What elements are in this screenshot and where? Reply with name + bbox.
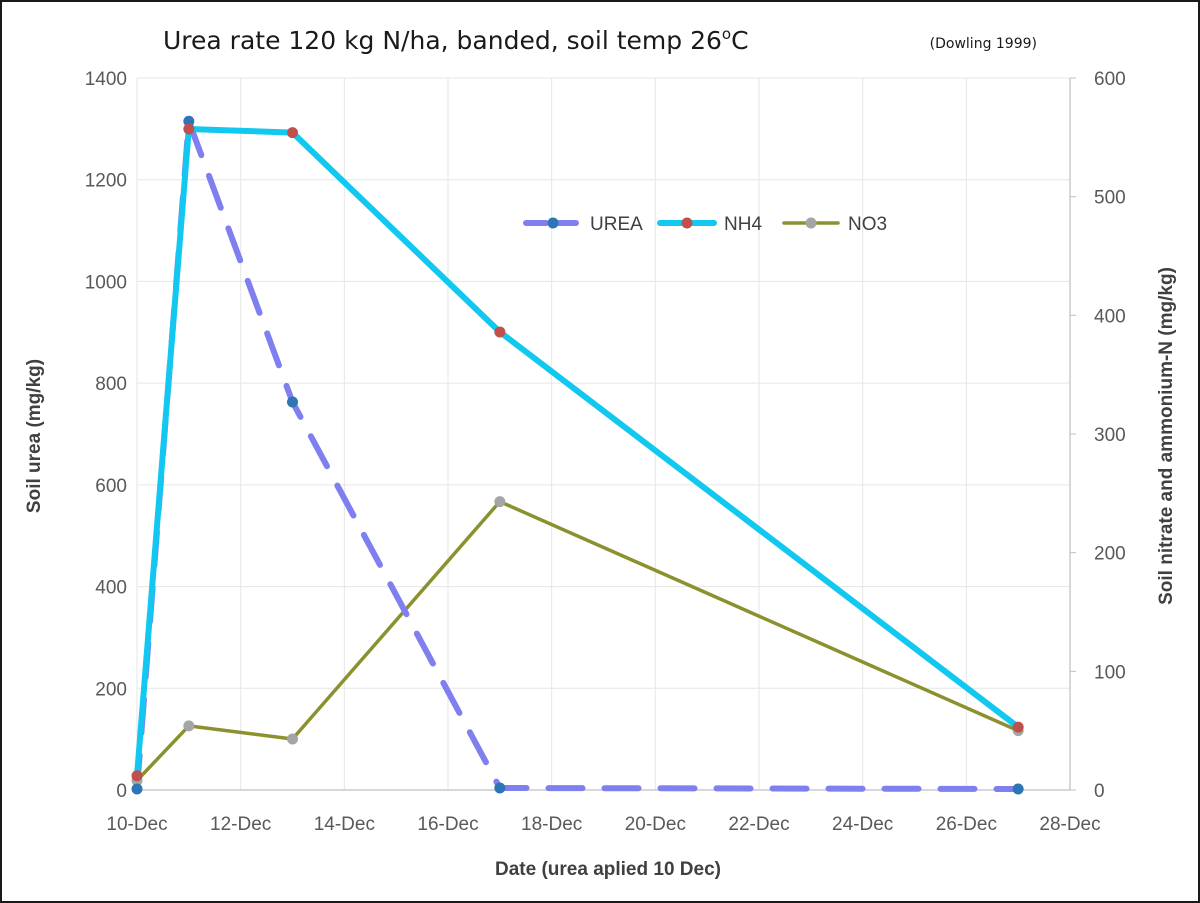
x-tick-label: 28-Dec (1039, 814, 1100, 835)
legend-marker-no3 (805, 217, 817, 229)
gridlines (136, 77, 1071, 791)
data-point-nh4 (287, 127, 298, 139)
y2-tick-label: 200 (1094, 544, 1126, 565)
data-point-nh4 (1012, 721, 1024, 733)
legend-label-urea: UREA (590, 214, 643, 235)
y2-tick-label: 500 (1094, 188, 1126, 209)
x-tick-label: 16-Dec (417, 814, 478, 835)
x-tick-label: 22-Dec (728, 814, 789, 835)
series-layer (131, 115, 1024, 795)
y2-tick-label: 600 (1094, 69, 1126, 90)
x-tick-label: 26-Dec (936, 814, 997, 835)
data-point-nh4 (494, 326, 506, 338)
series-line-no3 (135, 499, 1020, 783)
y-tick-label: 1400 (85, 69, 127, 90)
y-axis-label: Soil urea (mg/kg) (24, 359, 45, 513)
y-tick-label: 400 (95, 578, 127, 599)
data-point-urea (494, 782, 506, 794)
chart-subtitle: (Dowling 1999) (930, 36, 1037, 52)
x-tick-label: 14-Dec (314, 814, 375, 835)
data-point-nh4 (183, 123, 195, 135)
y2-tick-label: 300 (1094, 425, 1126, 446)
y-tick-label: 1200 (85, 171, 127, 192)
data-point-urea (287, 396, 298, 408)
data-point-urea (131, 783, 143, 795)
legend-label-no3: NO3 (848, 214, 887, 235)
y2-tick-label: 100 (1094, 662, 1126, 683)
data-point-nh4 (131, 770, 143, 782)
data-point-no3 (494, 496, 506, 508)
y2-axis-label: Soil nitrate and ammonium-N (mg/kg) (1156, 267, 1177, 605)
x-tick-label: 10-Dec (106, 814, 167, 835)
legend-label-nh4: NH4 (724, 214, 762, 235)
y2-tick-label: 400 (1094, 306, 1126, 327)
data-point-urea (1012, 783, 1024, 795)
y-tick-label: 1000 (85, 272, 127, 293)
x-tick-label: 24-Dec (832, 814, 893, 835)
data-point-no3 (287, 733, 298, 745)
legend-marker-nh4 (681, 217, 693, 229)
legend: UREA NH4 NO3 (523, 214, 887, 235)
y-tick-label: 200 (95, 679, 127, 700)
y2-tick-label: 0 (1094, 781, 1105, 802)
y-tick-label: 0 (116, 781, 127, 802)
x-tick-label: 12-Dec (210, 814, 271, 835)
chart-title: Urea rate 120 kg N/ha, banded, soil temp… (163, 25, 749, 55)
y-tick-label: 800 (95, 374, 127, 395)
data-point-urea (183, 115, 195, 127)
x-tick-label: 18-Dec (521, 814, 582, 835)
y-tick-label: 600 (95, 476, 127, 497)
legend-marker-urea (547, 217, 559, 229)
data-point-no3 (183, 720, 195, 732)
axes: 10-Dec 12-Dec 14-Dec 16-Dec 18-Dec 20-Dec 22-D… (85, 69, 1126, 835)
x-tick-label: 20-Dec (625, 814, 686, 835)
x-axis-label: Date (urea aplied 10 Dec) (495, 859, 721, 880)
